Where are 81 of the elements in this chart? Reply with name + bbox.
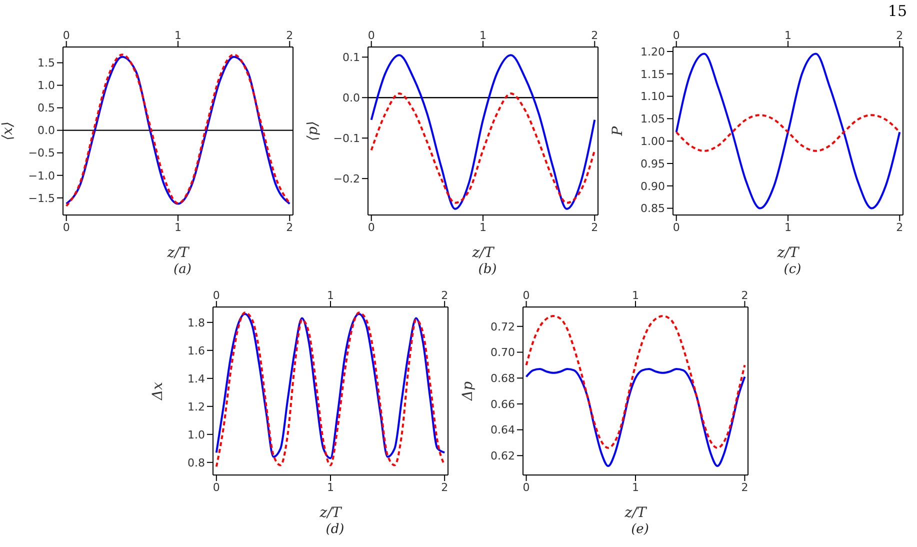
y-tick-label: 0.95 xyxy=(640,157,665,170)
y-tick-label: 1.5 xyxy=(38,56,55,70)
y-axis-title: ⟨x⟩ xyxy=(0,122,16,140)
y-tick-label: 0.1 xyxy=(342,51,360,64)
y-tick-label: 1.20 xyxy=(640,45,665,58)
x2-tick-label: 1 xyxy=(480,220,486,234)
y-tick-label: 0.0 xyxy=(342,92,360,105)
x-tick-label: 2 xyxy=(441,289,448,302)
y-tick-label: 0.62 xyxy=(490,450,515,463)
text: (e) xyxy=(630,522,650,537)
y-axis-title: Δp xyxy=(460,381,476,402)
y-tick-label: 0.5 xyxy=(38,102,55,115)
y-tick-label: 1.2 xyxy=(188,400,205,414)
y-tick-label: 0.66 xyxy=(490,398,515,411)
x2-tick-label: 1 xyxy=(174,220,182,234)
x2-tick-label: 2 xyxy=(741,480,748,494)
x-tick-label: 2 xyxy=(286,29,294,42)
text: (c) xyxy=(782,262,802,277)
y-tick-label: 0.90 xyxy=(640,180,665,193)
x-tick-label: 1 xyxy=(632,289,639,302)
x-tick-label: 0 xyxy=(212,289,220,302)
text: (b) xyxy=(477,262,498,277)
x2-tick-label: 0 xyxy=(212,480,220,494)
y-tick-label: 0.70 xyxy=(490,346,515,360)
line-series xyxy=(675,114,901,152)
x-tick-label: 1 xyxy=(174,29,182,42)
y-tick-label: 0.85 xyxy=(640,202,665,216)
y-tick-label: 1.05 xyxy=(640,112,665,126)
y-tick-label: 0.64 xyxy=(490,424,515,437)
text: 15 xyxy=(888,2,907,20)
x-tick-label: 0 xyxy=(368,29,375,42)
x-tick-label: 1 xyxy=(784,29,792,42)
x-tick-label: 2 xyxy=(896,29,904,42)
line-series xyxy=(525,368,746,467)
x2-tick-label: 2 xyxy=(896,220,904,234)
y-tick-label: 1.6 xyxy=(188,344,205,358)
y-axis-title: ⟨p⟩ xyxy=(304,121,321,141)
x2-tick-label: 0 xyxy=(62,220,70,234)
x2-tick-label: 0 xyxy=(672,220,680,234)
x-axis-title: z/T xyxy=(471,245,496,261)
x-tick-label: 2 xyxy=(591,29,598,42)
y-tick-label: −0.2 xyxy=(333,172,360,186)
x-tick-label: 2 xyxy=(741,289,748,302)
y-tick-label: −0.1 xyxy=(333,132,360,145)
x2-tick-label: 1 xyxy=(327,480,334,494)
x-tick-label: 0 xyxy=(522,289,530,302)
text: (a) xyxy=(172,262,192,277)
x-axis-title: z/T xyxy=(776,245,800,261)
y-tick-label: 0.0 xyxy=(38,124,55,138)
x2-tick-label: 2 xyxy=(591,220,598,234)
y-tick-label: 1.15 xyxy=(640,68,665,81)
x-axis-title: z/T xyxy=(624,505,648,521)
y-tick-label: 1.10 xyxy=(640,90,665,104)
y-axis-title: P xyxy=(610,126,626,137)
x2-tick-label: 1 xyxy=(784,220,792,234)
x-tick-label: 1 xyxy=(480,29,486,42)
y-tick-label: 1.0 xyxy=(188,428,205,442)
x2-tick-label: 0 xyxy=(368,220,375,234)
x2-tick-label: 2 xyxy=(441,480,448,494)
x2-tick-label: 0 xyxy=(522,480,530,494)
x-axis-title: z/T xyxy=(166,245,190,261)
x-tick-label: 1 xyxy=(327,289,334,302)
line-series xyxy=(675,52,901,210)
x-tick-label: 0 xyxy=(62,29,70,42)
y-tick-label: −1.0 xyxy=(28,169,55,182)
y-tick-label: 0.8 xyxy=(188,456,205,470)
text: (d) xyxy=(324,522,346,537)
y-tick-label: 1.0 xyxy=(38,79,55,92)
x2-tick-label: 1 xyxy=(632,480,639,494)
y-tick-label: 0.72 xyxy=(490,320,515,334)
y-tick-label: 0.68 xyxy=(490,372,515,385)
y-tick-label: 1.00 xyxy=(640,134,665,148)
y-tick-label: −1.5 xyxy=(28,192,55,205)
line-series xyxy=(525,315,746,449)
x-tick-label: 0 xyxy=(672,29,680,42)
y-tick-label: 1.4 xyxy=(188,372,205,386)
y-axis-title: Δx xyxy=(150,382,166,402)
x-axis-title: z/T xyxy=(318,505,343,521)
y-tick-label: −0.5 xyxy=(28,146,55,160)
y-tick-label: 1.8 xyxy=(188,316,205,330)
x2-tick-label: 2 xyxy=(286,220,294,234)
